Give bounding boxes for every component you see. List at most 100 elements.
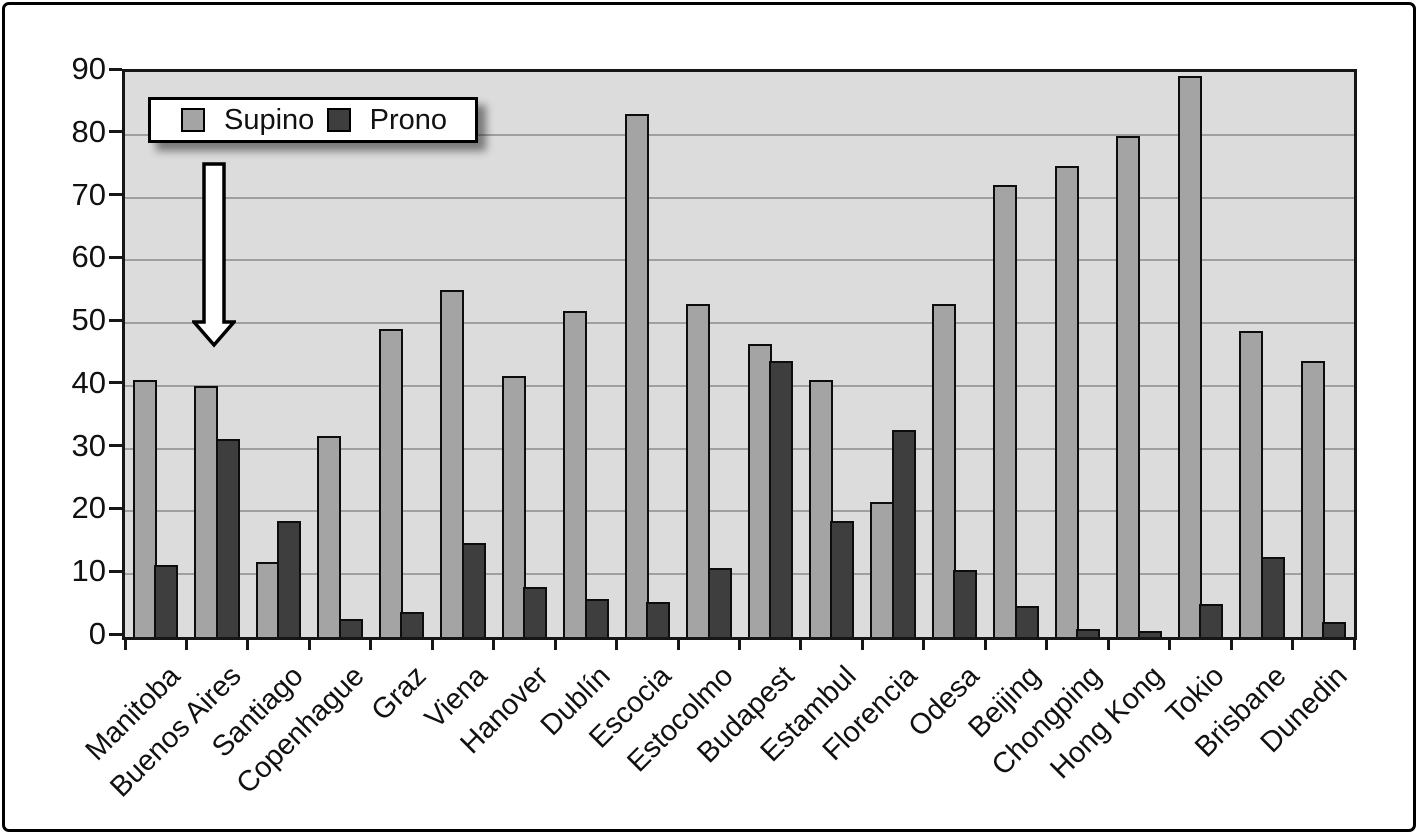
y-axis-tick: [109, 255, 122, 259]
bar-supino: [1239, 331, 1264, 637]
bar-prono: [400, 611, 425, 637]
gridline: [125, 259, 1354, 262]
x-axis-label: Graz: [365, 660, 433, 728]
category-group: [617, 72, 678, 637]
category-group: [1170, 72, 1231, 637]
category-group: [125, 72, 186, 637]
legend: Supino Prono: [148, 97, 478, 143]
x-axis-tick: [1168, 637, 1172, 650]
category-group: [862, 72, 923, 637]
y-axis-tick: [109, 67, 122, 71]
legend-label-supino: Supino: [224, 103, 315, 136]
bar-supino: [501, 376, 526, 637]
bar-supino: [686, 304, 711, 637]
bar-supino: [993, 185, 1018, 637]
x-axis-tick: [1352, 637, 1356, 650]
x-axis-labels: Manitoba Buenos Aires Santiago Copenhague Gr…: [79, 650, 1354, 830]
bar-prono: [830, 520, 855, 637]
x-axis-tick: [369, 637, 373, 650]
gridline: [125, 510, 1354, 513]
down-arrow-icon: [192, 162, 236, 348]
x-axis-tick: [246, 637, 250, 650]
category-group: [1047, 72, 1108, 637]
x-axis-tick: [184, 637, 188, 650]
x-axis-tick: [615, 637, 619, 650]
bar-prono: [1260, 557, 1285, 637]
bar-supino: [378, 329, 403, 637]
x-axis-tick: [123, 637, 127, 650]
x-axis-tick: [738, 637, 741, 650]
bar-prono: [646, 602, 671, 637]
x-axis-tick: [492, 637, 496, 650]
bar-supino: [1177, 76, 1202, 637]
bars-layer: [125, 72, 1354, 637]
y-axis-ticks: [109, 67, 122, 640]
category-group: [1293, 72, 1354, 637]
bar-prono: [277, 520, 302, 637]
y-axis-label: 20: [71, 490, 106, 526]
category-group: [371, 72, 432, 637]
y-axis-label: 10: [71, 553, 106, 589]
x-axis-tick: [676, 637, 680, 650]
x-axis-tick: [307, 637, 311, 650]
y-axis-labels: 90 80 70 60 50 40 30 20 10 0: [26, 53, 106, 650]
y-axis-tick: [109, 381, 122, 385]
bar-prono: [523, 586, 548, 637]
bar-prono: [154, 564, 179, 637]
y-axis-tick: [109, 506, 122, 510]
bar-prono: [1199, 603, 1224, 637]
category-group: [1231, 72, 1292, 637]
x-axis-tick: [1291, 637, 1295, 650]
category-group: [248, 72, 309, 637]
category-group: [985, 72, 1046, 637]
category-group: [555, 72, 616, 637]
y-axis-label: 90: [71, 51, 106, 86]
plot-area: [122, 69, 1357, 640]
x-axis-tick: [799, 637, 803, 650]
legend-label-prono: Prono: [369, 103, 447, 136]
bar-prono: [1322, 621, 1347, 637]
bar-supino: [194, 385, 219, 637]
bar-supino: [747, 343, 772, 637]
bar-supino: [624, 114, 649, 637]
bar-prono: [584, 599, 609, 637]
x-axis-tick: [1106, 637, 1110, 650]
y-axis-label: 0: [88, 616, 106, 651]
x-axis-tick: [860, 637, 864, 650]
y-axis-label: 80: [71, 113, 106, 149]
supino-swatch-icon: [181, 108, 205, 132]
x-axis-tick: [1045, 637, 1049, 650]
bar-supino: [255, 561, 280, 637]
category-group: [1108, 72, 1169, 637]
y-axis-label: 70: [71, 176, 106, 212]
gridline: [125, 573, 1354, 576]
bar-supino: [931, 304, 956, 637]
x-axis-tick: [430, 637, 434, 650]
gridline: [125, 447, 1354, 450]
gridline: [125, 196, 1354, 199]
x-axis-tick: [1229, 637, 1233, 650]
bar-supino: [1054, 166, 1079, 637]
bar-prono: [707, 567, 732, 637]
y-axis-tick: [109, 632, 122, 636]
bar-supino: [440, 289, 465, 637]
y-axis-label: 50: [71, 302, 106, 338]
bar-prono: [769, 360, 793, 637]
bar-supino: [563, 310, 588, 637]
y-axis-tick: [109, 444, 122, 448]
legend-item-supino: Supino: [181, 104, 314, 137]
category-group: [801, 72, 862, 637]
y-axis-tick: [109, 130, 122, 134]
bar-prono: [1014, 605, 1039, 637]
y-axis-label: 30: [71, 427, 106, 463]
legend-item-prono: Prono: [326, 103, 447, 137]
bar-prono: [338, 619, 363, 637]
bar-prono: [1076, 629, 1101, 637]
bar-prono: [1137, 630, 1162, 637]
bar-prono: [215, 439, 240, 637]
category-group: [309, 72, 370, 637]
bar-prono: [953, 569, 978, 637]
bar-supino: [132, 379, 157, 637]
bar-supino: [317, 436, 342, 637]
